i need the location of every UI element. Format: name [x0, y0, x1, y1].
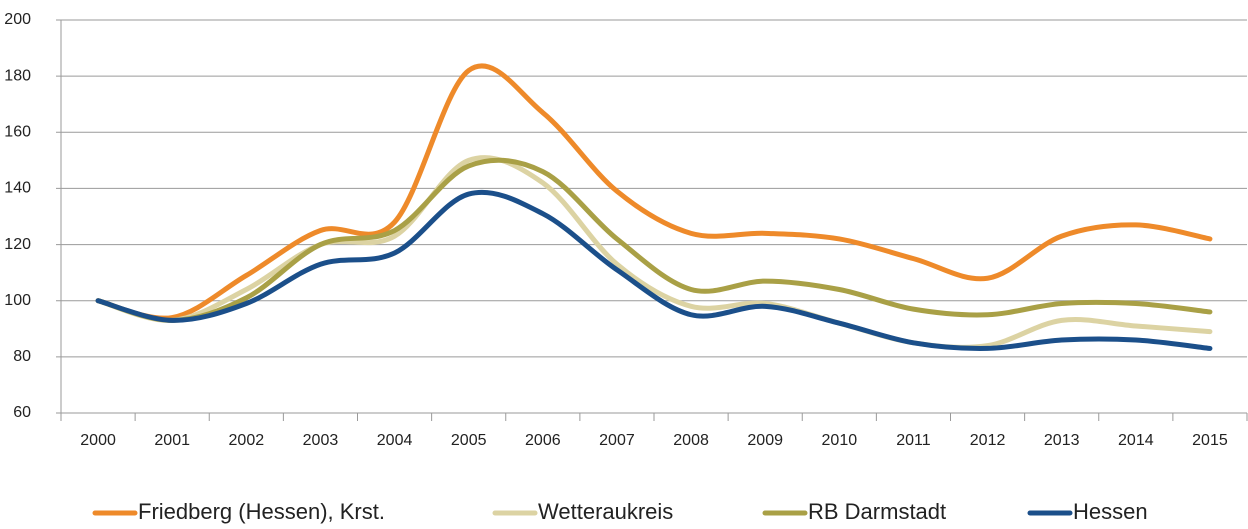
- x-tick-label: 2009: [747, 432, 783, 449]
- legend-label: Hessen: [1073, 499, 1148, 524]
- x-tick-label: 2005: [451, 432, 487, 449]
- y-tick-label: 100: [4, 292, 31, 309]
- x-tick-label: 2000: [80, 432, 116, 449]
- line-series: [95, 63, 1213, 321]
- x-tick-label: 2001: [154, 432, 190, 449]
- x-tick-label: 2011: [896, 432, 931, 449]
- y-tick-label: 140: [4, 180, 31, 197]
- plot-area: 60 80 100 120 140 160 180 200 2000 2001 2002 2003 20…: [4, 11, 1248, 449]
- x-tick-label: 2008: [673, 432, 709, 449]
- line-series: [95, 189, 1213, 352]
- x-tick-label: 2002: [229, 432, 265, 449]
- line-series: [95, 155, 1213, 350]
- legend: Friedberg (Hessen), Krst. Wetteraukreis RB…: [92, 499, 1148, 524]
- legend-label: Friedberg (Hessen), Krst.: [138, 499, 385, 524]
- legend-label: RB Darmstadt: [808, 499, 946, 524]
- y-tick-label: 120: [4, 236, 31, 253]
- y-tick-label: 180: [4, 67, 31, 84]
- y-tick-label: 160: [4, 124, 31, 141]
- y-tick-label: 200: [4, 11, 31, 28]
- legend-label: Wetteraukreis: [538, 499, 673, 524]
- x-tick-label: 2012: [970, 432, 1006, 449]
- x-tick-label: 2013: [1044, 432, 1080, 449]
- x-tick-label: 2004: [377, 432, 413, 449]
- y-tick-label: 60: [13, 404, 31, 421]
- line-series: [95, 157, 1213, 323]
- x-tick-label: 2015: [1192, 432, 1228, 449]
- x-tick-label: 2007: [599, 432, 635, 449]
- y-tick-label: 80: [13, 348, 31, 365]
- x-tick-label: 2014: [1118, 432, 1154, 449]
- x-tick-label: 2010: [822, 432, 858, 449]
- x-tick-label: 2006: [525, 432, 561, 449]
- x-tick-label: 2003: [303, 432, 339, 449]
